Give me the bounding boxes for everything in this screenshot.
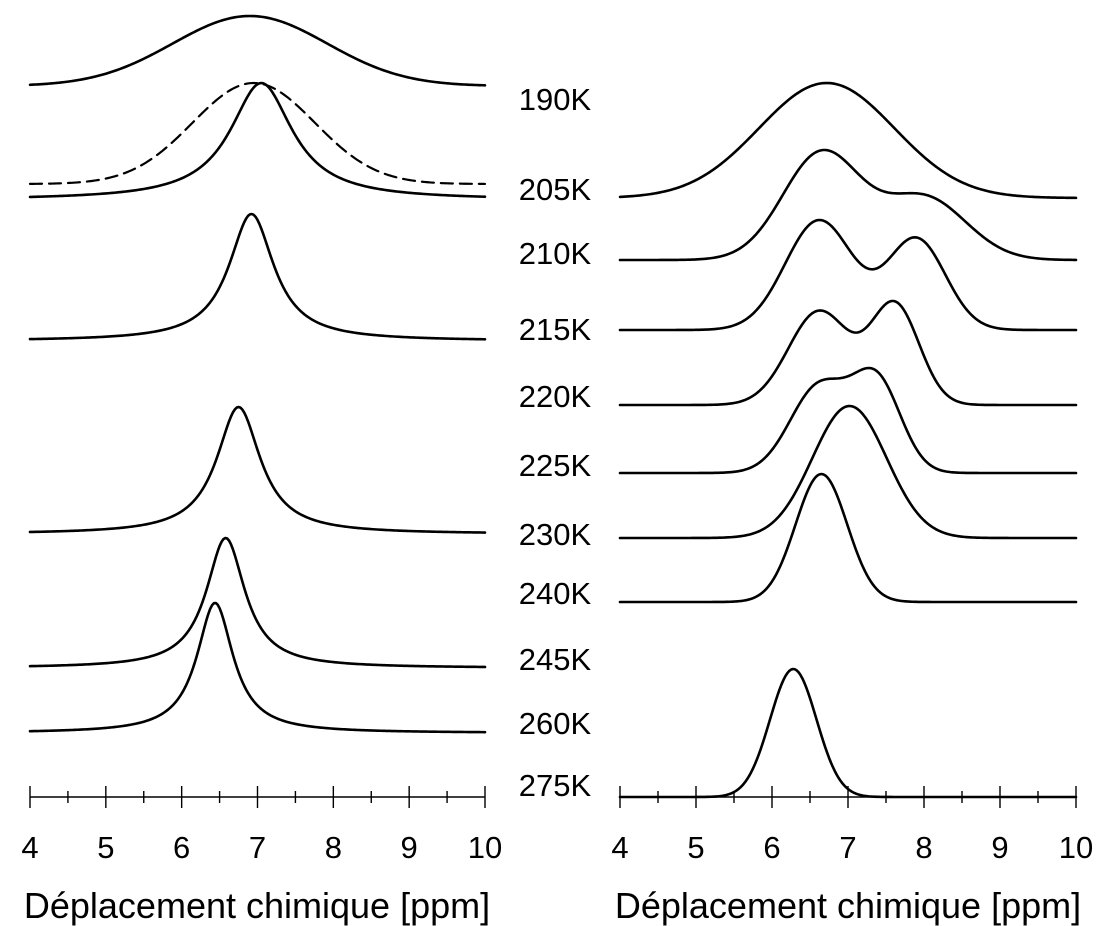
- right-spectrum-215k: [618, 218, 1078, 332]
- left-spectrum-230k: [28, 405, 487, 534]
- right-spectrum-240k: [618, 472, 1078, 604]
- left-x-axis-title: Déplacement chimique [ppm]: [24, 885, 490, 926]
- temperature-label-240k: 240K: [519, 576, 592, 611]
- right-tick-label: 8: [915, 830, 932, 865]
- left-tick-label: 7: [249, 830, 266, 865]
- temperature-label-190k: 190K: [519, 82, 592, 117]
- temperature-label-210k: 210K: [519, 236, 592, 271]
- right-spectrum-210k: [618, 148, 1078, 262]
- temperature-labels: 190K 205K 210K 215K 220K 225K 230K 240K 245K 260K…: [519, 82, 592, 803]
- right-panel: 4 5 6 7 8 9 10 Déplacement chimique [ppm]: [611, 81, 1093, 926]
- temperature-label-275k: 275K: [519, 768, 592, 803]
- right-spectrum-225k: [618, 366, 1078, 475]
- right-tick-label: 6: [763, 830, 780, 865]
- right-tick-label: 9: [991, 830, 1008, 865]
- temperature-label-260k: 260K: [519, 706, 592, 741]
- left-spectrum-245k: [28, 536, 487, 669]
- left-panel: 4 5 6 7 8 9 10 Déplacement chimique [ppm]: [21, 14, 502, 926]
- temperature-label-220k: 220K: [519, 379, 592, 414]
- temperature-label-245k: 245K: [519, 642, 592, 677]
- right-tick-label: 7: [839, 830, 856, 865]
- temperature-label-215k: 215K: [519, 312, 592, 347]
- right-spectrum-230k: [618, 404, 1078, 540]
- temperature-label-205k: 205K: [519, 172, 592, 207]
- left-tick-label: 8: [325, 830, 342, 865]
- temperature-label-230k: 230K: [519, 517, 592, 552]
- right-tick-label: 10: [1059, 830, 1093, 865]
- right-spectrum-205k: [618, 81, 1078, 200]
- left-spectrum-dashed-fit: [28, 81, 487, 186]
- left-tick-label: 5: [97, 830, 114, 865]
- left-spectrum-260k: [28, 601, 487, 734]
- left-tick-label: 6: [173, 830, 190, 865]
- left-spectrum-205k: [28, 81, 487, 199]
- right-x-axis-title: Déplacement chimique [ppm]: [615, 885, 1081, 926]
- right-spectrum-275k: [618, 667, 1078, 799]
- left-tick-label: 10: [468, 830, 502, 865]
- left-spectrum-215k: [28, 212, 487, 341]
- left-tick-label: 9: [401, 830, 418, 865]
- right-spectrum-220k: [618, 299, 1078, 407]
- left-spectrum-190k: [28, 14, 487, 87]
- right-tick-label: 4: [611, 830, 628, 865]
- temperature-label-225k: 225K: [519, 448, 592, 483]
- right-tick-label: 5: [687, 830, 704, 865]
- left-tick-label: 4: [21, 830, 38, 865]
